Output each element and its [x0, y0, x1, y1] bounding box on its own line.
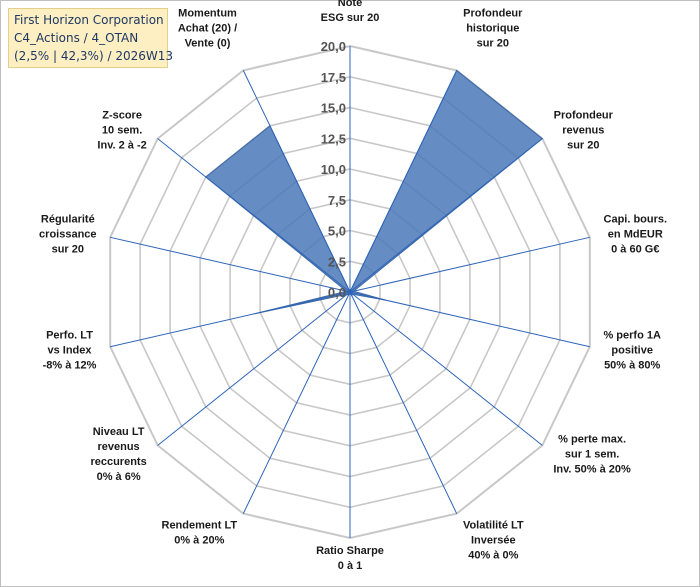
- tick-label-2: 5,0: [328, 224, 346, 239]
- spoke-4: [349, 291, 590, 348]
- spoke-3: [349, 236, 590, 293]
- tick-label-7: 17,5: [321, 70, 346, 85]
- axis-label-2: Profondeur revenus sur 20: [554, 109, 614, 151]
- axis-label-12: Z-score 10 sem. Inv. 2 à -2: [97, 109, 146, 151]
- axis-label-7: Ratio Sharpe 0 à 1: [316, 545, 384, 572]
- spoke-11: [110, 236, 351, 293]
- title-category: C4_Actions / 4_OTAN: [14, 31, 139, 45]
- radar-spokes: [110, 46, 590, 538]
- spoke-13: [242, 70, 351, 293]
- axis-label-5: % perte max. sur 1 sem. Inv. 50% à 20%: [553, 434, 631, 476]
- spoke-8: [242, 291, 351, 514]
- chart-title-box: First Horizon Corporation C4_Actions / 4…: [8, 8, 173, 68]
- tick-label-6: 15,0: [321, 101, 346, 116]
- axis-label-1: Profondeur historique sur 20: [463, 8, 523, 50]
- axis-label-3: Capi. bours. en MdEUR 0 à 60 G€: [604, 214, 668, 256]
- axis-label-10: Perfo. LT vs Index -8% à 12%: [43, 329, 97, 371]
- spoke-6: [349, 291, 458, 514]
- axis-label-4: % perfo 1A positive 50% à 80%: [603, 329, 661, 371]
- tick-label-5: 12,5: [321, 131, 346, 146]
- axis-label-13: Momentum Achat (20) / Vente (0): [178, 8, 237, 50]
- spoke-2: [349, 138, 543, 293]
- axis-label-9: Niveau LT revenus reccurents 0% à 6%: [90, 426, 146, 483]
- tick-label-1: 2,5: [328, 254, 346, 269]
- tick-label-4: 10,0: [321, 162, 346, 177]
- title-company: First Horizon Corporation: [14, 13, 164, 27]
- tick-label-8: 20,0: [321, 39, 346, 54]
- axis-label-0: Note ESG sur 20: [321, 0, 380, 24]
- spoke-1: [349, 70, 458, 293]
- series-area: [205, 69, 544, 315]
- spoke-12: [157, 138, 351, 293]
- radar-ticks: 0,0 2,5 5,0 7,5 10,0 12,5 15,0 17,5 20,0: [321, 39, 346, 300]
- radar-series: [205, 69, 544, 315]
- tick-label-3: 7,5: [328, 193, 346, 208]
- axis-label-6: Volatilité LT Inversée 40% à 0%: [463, 519, 524, 561]
- radar-axis-labels: Note ESG sur 20 Profondeur historique sur 20…: [39, 0, 667, 572]
- axis-label-11: Régularité croissance sur 20: [39, 214, 96, 256]
- spoke-5: [349, 291, 543, 446]
- spoke-9: [157, 291, 351, 446]
- title-period: (2,5% | 42,3%) / 2026W13: [14, 49, 173, 63]
- tick-label-0: 0,0: [328, 285, 346, 300]
- axis-label-8: Rendement LT 0% à 20%: [162, 519, 238, 546]
- spoke-10: [110, 291, 351, 348]
